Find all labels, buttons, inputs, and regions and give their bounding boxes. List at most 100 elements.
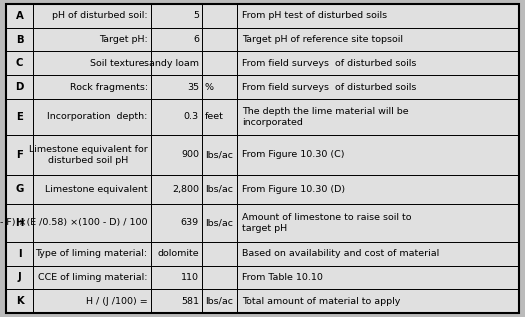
Text: dolomite: dolomite	[158, 249, 199, 258]
Text: (G - F) ×(E /0.58) ×(100 - D) / 100: (G - F) ×(E /0.58) ×(100 - D) / 100	[0, 218, 148, 227]
Bar	[6, 51, 33, 75]
Bar	[202, 204, 237, 242]
Text: Rock fragments:: Rock fragments:	[69, 83, 148, 92]
Bar	[6, 289, 33, 313]
Bar	[151, 28, 202, 51]
Text: 110: 110	[181, 273, 199, 282]
Bar	[33, 51, 151, 75]
Bar	[202, 28, 237, 51]
Bar	[151, 51, 202, 75]
Text: lbs/ac: lbs/ac	[205, 218, 233, 227]
Text: Incorporation  depth:: Incorporation depth:	[47, 112, 148, 121]
Text: From field surveys  of disturbed soils: From field surveys of disturbed soils	[242, 83, 416, 92]
Bar	[33, 75, 151, 99]
Bar	[202, 266, 237, 289]
Text: 900: 900	[181, 151, 199, 159]
Text: C: C	[16, 58, 23, 68]
Bar	[6, 266, 33, 289]
Bar	[202, 175, 237, 204]
Bar	[237, 266, 519, 289]
Text: J: J	[18, 273, 22, 282]
Text: 0.3: 0.3	[184, 112, 199, 121]
Bar	[6, 75, 33, 99]
Bar	[151, 204, 202, 242]
Bar	[6, 204, 33, 242]
Text: Limestone equivalent for
disturbed soil pH: Limestone equivalent for disturbed soil …	[29, 145, 148, 165]
Bar	[202, 289, 237, 313]
Bar	[33, 289, 151, 313]
Bar	[6, 135, 33, 175]
Text: K: K	[16, 296, 24, 306]
Text: From Figure 10.30 (D): From Figure 10.30 (D)	[242, 185, 345, 194]
Bar	[202, 242, 237, 266]
Text: 639: 639	[181, 218, 199, 227]
Text: feet: feet	[205, 112, 224, 121]
Bar	[237, 99, 519, 135]
Text: From Table 10.10: From Table 10.10	[242, 273, 323, 282]
Bar	[33, 4, 151, 28]
Bar	[33, 175, 151, 204]
Text: The depth the lime material will be
incorporated: The depth the lime material will be inco…	[242, 107, 409, 127]
Text: D: D	[15, 82, 24, 92]
Bar	[151, 289, 202, 313]
Text: Soil texture:: Soil texture:	[90, 59, 148, 68]
Bar	[151, 135, 202, 175]
Bar	[33, 99, 151, 135]
Text: sandy loam: sandy loam	[144, 59, 199, 68]
Bar	[33, 242, 151, 266]
Text: A: A	[16, 11, 24, 21]
Bar	[202, 135, 237, 175]
Text: H: H	[15, 218, 24, 228]
Bar	[237, 51, 519, 75]
Text: Type of liming material:: Type of liming material:	[36, 249, 148, 258]
Bar	[33, 266, 151, 289]
Bar	[33, 204, 151, 242]
Text: 2,800: 2,800	[172, 185, 199, 194]
Text: H / (J /100) =: H / (J /100) =	[86, 297, 148, 306]
Bar	[151, 242, 202, 266]
Text: 581: 581	[181, 297, 199, 306]
Text: 35: 35	[187, 83, 199, 92]
Text: F: F	[16, 150, 23, 160]
Bar	[6, 28, 33, 51]
Text: From pH test of disturbed soils: From pH test of disturbed soils	[242, 11, 387, 20]
Bar	[237, 289, 519, 313]
Text: pH of disturbed soil:: pH of disturbed soil:	[52, 11, 148, 20]
Bar	[237, 204, 519, 242]
Bar	[6, 175, 33, 204]
Bar	[6, 99, 33, 135]
Bar	[151, 4, 202, 28]
Text: B: B	[16, 35, 24, 44]
Bar	[202, 4, 237, 28]
Text: CCE of liming material:: CCE of liming material:	[38, 273, 148, 282]
Bar	[237, 242, 519, 266]
Bar	[6, 242, 33, 266]
Text: lbs/ac: lbs/ac	[205, 185, 233, 194]
Text: E: E	[16, 112, 23, 122]
Text: 6: 6	[193, 35, 199, 44]
Text: Total amount of material to apply: Total amount of material to apply	[242, 297, 401, 306]
Text: From field surveys  of disturbed soils: From field surveys of disturbed soils	[242, 59, 416, 68]
Bar	[202, 75, 237, 99]
Text: Limestone equivalent: Limestone equivalent	[45, 185, 148, 194]
Bar	[151, 266, 202, 289]
Text: From Figure 10.30 (C): From Figure 10.30 (C)	[242, 151, 344, 159]
Bar	[202, 99, 237, 135]
Bar	[33, 135, 151, 175]
Text: Target pH of reference site topsoil: Target pH of reference site topsoil	[242, 35, 403, 44]
Text: 5: 5	[193, 11, 199, 20]
Text: Amount of limestone to raise soil to
target pH: Amount of limestone to raise soil to tar…	[242, 213, 412, 233]
Bar	[237, 175, 519, 204]
Bar	[151, 75, 202, 99]
Text: %: %	[205, 83, 214, 92]
Text: lbs/ac: lbs/ac	[205, 297, 233, 306]
Bar	[151, 175, 202, 204]
Bar	[237, 4, 519, 28]
Bar	[237, 28, 519, 51]
Text: G: G	[15, 184, 24, 194]
Bar	[151, 99, 202, 135]
Text: I: I	[18, 249, 22, 259]
Bar	[33, 28, 151, 51]
Bar	[202, 51, 237, 75]
Bar	[237, 135, 519, 175]
